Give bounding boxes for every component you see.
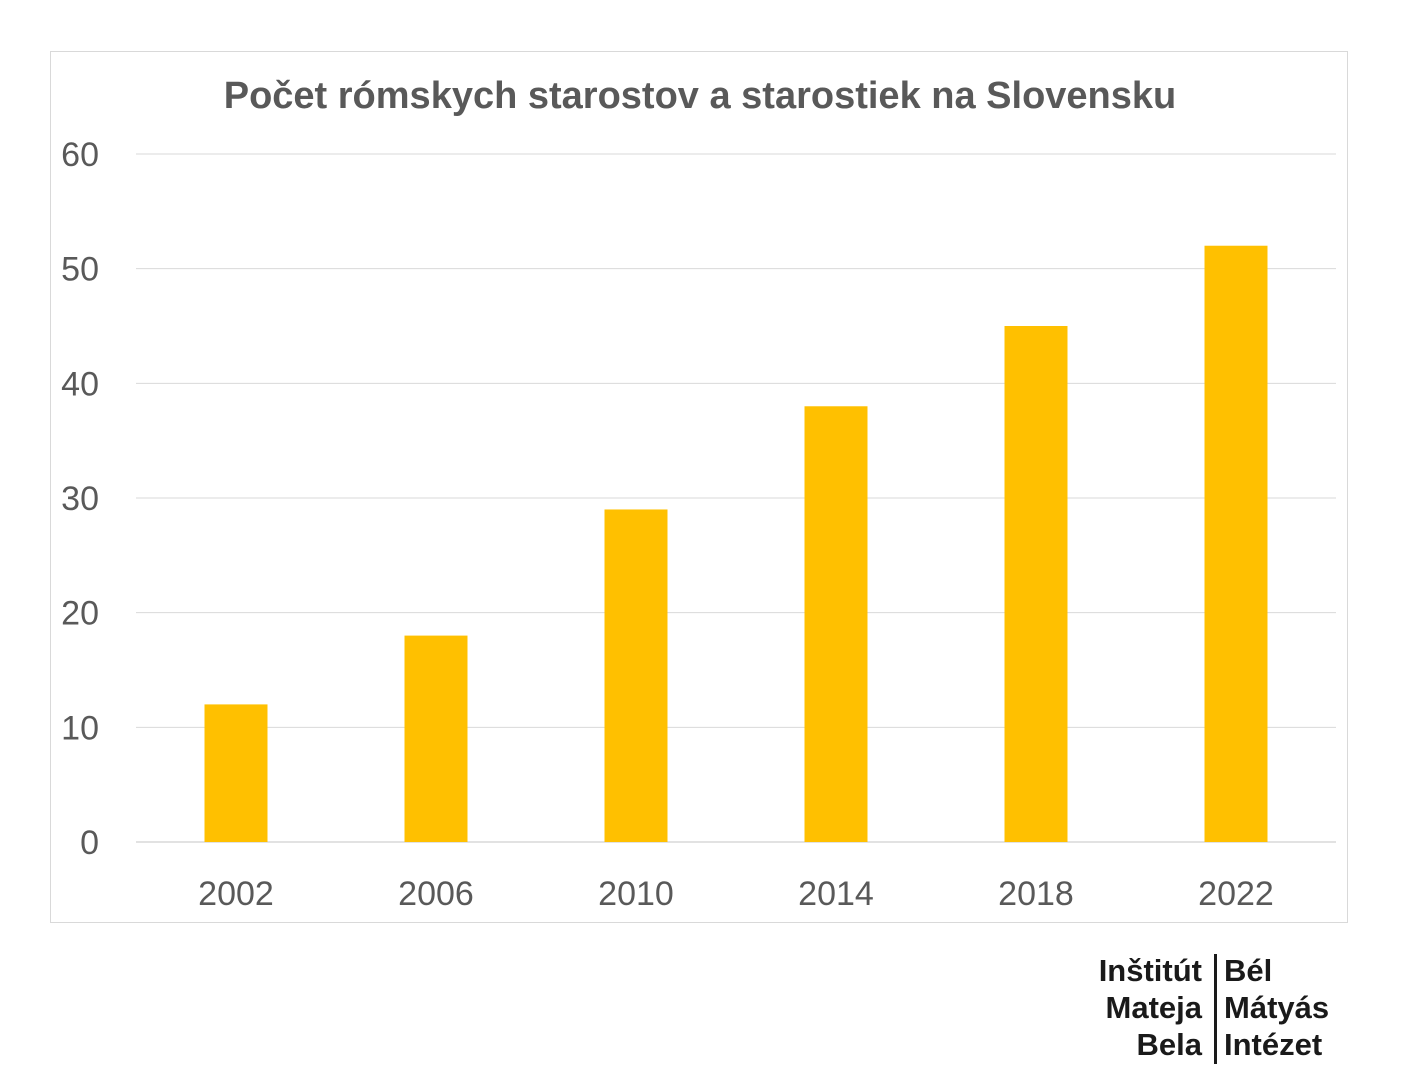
x-axis-ticks: 2002 2006 2010 2014 2018 2022 [198, 875, 1274, 913]
x-tick-label: 2006 [398, 875, 474, 913]
y-tick-label: 0 [80, 824, 99, 862]
y-tick-label: 30 [61, 480, 99, 518]
logo-text-line: Inštitút [1098, 953, 1202, 988]
bar [404, 635, 468, 842]
bars [204, 245, 1268, 842]
y-tick-label: 10 [61, 709, 99, 747]
y-tick-label: 50 [61, 251, 99, 289]
logo-text-line: Bela [1136, 1027, 1202, 1062]
x-tick-label: 2014 [798, 875, 874, 913]
logo-divider [1214, 954, 1217, 1064]
y-tick-label: 60 [61, 136, 99, 174]
bar-chart: Počet rómskych starostov a starostiek na… [61, 75, 1336, 913]
y-axis-ticks: 0 10 20 30 40 50 60 [61, 136, 99, 862]
institute-logo: Inštitút Mateja Bela Bél Mátyás Intézet [1088, 952, 1348, 1067]
bar [1204, 245, 1268, 842]
logo-text-line: Mátyás [1224, 990, 1330, 1025]
bar [604, 509, 668, 842]
bar [804, 406, 868, 842]
chart-title: Počet rómskych starostov a starostiek na… [224, 75, 1177, 117]
y-tick-label: 40 [61, 365, 99, 403]
gridlines [136, 153, 1336, 843]
logo-text-line: Mateja [1105, 990, 1202, 1025]
logo-text-line: Intézet [1224, 1027, 1323, 1062]
y-tick-label: 20 [61, 595, 99, 633]
logo-hungarian-name: Bél Mátyás Intézet [1224, 952, 1329, 1063]
x-tick-label: 2002 [198, 875, 274, 913]
bar [1004, 326, 1068, 842]
logo-text-line: Bél [1224, 953, 1273, 988]
x-tick-label: 2018 [998, 875, 1074, 913]
bar [204, 704, 268, 842]
chart-frame: Počet rómskych starostov a starostiek na… [50, 51, 1348, 923]
logo-slovak-name: Inštitút Mateja Bela [1099, 952, 1202, 1063]
x-tick-label: 2010 [598, 875, 674, 913]
x-tick-label: 2022 [1198, 875, 1274, 913]
